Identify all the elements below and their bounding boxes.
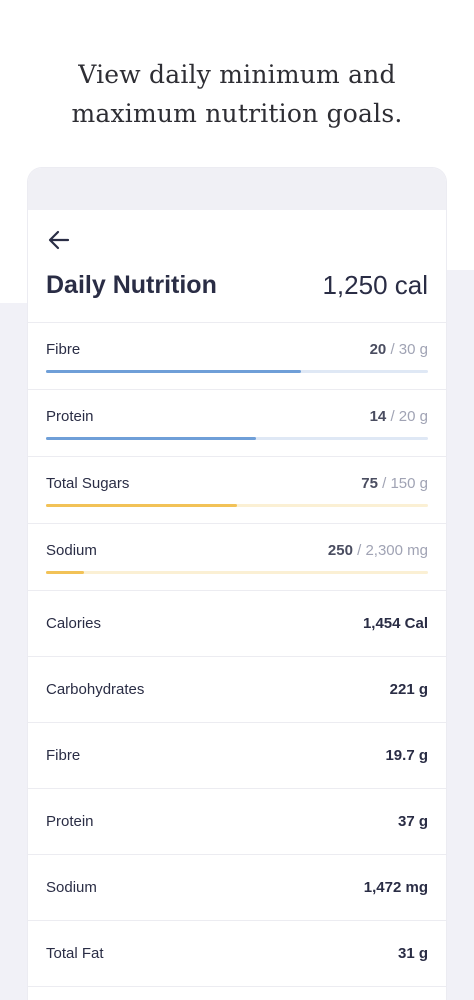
goal-separator: /	[357, 542, 362, 559]
stat-value: 31 g	[397, 945, 428, 962]
divider	[28, 590, 446, 591]
stat-row-calories[interactable]: Calories 1,454 Cal	[28, 591, 446, 656]
goal-label: Protein	[46, 408, 94, 425]
progress-track	[46, 571, 428, 574]
goal-value: 14 / 20 g	[370, 408, 428, 425]
goal-current: 20	[369, 341, 387, 358]
progress-track	[46, 437, 428, 440]
goal-row-sodium[interactable]: Sodium 250 / 2,300 mg	[28, 524, 446, 590]
stat-value: 37 g	[397, 813, 428, 830]
divider	[28, 854, 446, 855]
status-bar	[28, 168, 446, 210]
divider	[28, 986, 446, 987]
goal-label: Fibre	[46, 341, 81, 358]
goal-separator: /	[390, 408, 395, 425]
progress-track	[46, 504, 428, 507]
headline-line-2: maximum nutrition goals.	[71, 99, 403, 128]
stat-value: 19.7 g	[385, 747, 428, 764]
divider	[28, 656, 446, 657]
headline-line-1: View daily minimum and	[78, 60, 396, 89]
back-button[interactable]	[46, 228, 72, 252]
goal-row-protein[interactable]: Protein 14 / 20 g	[28, 390, 446, 456]
title-row: Daily Nutrition 1,250 cal	[46, 266, 428, 304]
stat-value: 1,454 Cal	[362, 615, 428, 632]
goal-current: 250	[327, 542, 353, 559]
stat-row-fibre[interactable]: Fibre 19.7 g	[28, 723, 446, 788]
divider	[28, 920, 446, 921]
promo-headline: View daily minimum and maximum nutrition…	[0, 55, 474, 133]
stat-row-sodium[interactable]: Sodium 1,472 mg	[28, 855, 446, 920]
goal-label: Sodium	[46, 542, 97, 559]
progress-fill	[46, 504, 237, 507]
goal-separator: /	[382, 475, 387, 492]
stat-label: Fibre	[46, 747, 81, 764]
progress-fill	[46, 437, 257, 440]
stat-label: Calories	[46, 615, 102, 632]
divider	[28, 322, 446, 323]
divider	[28, 722, 446, 723]
stat-row-carbohydrates[interactable]: Carbohydrates 221 g	[28, 657, 446, 722]
goal-max: 2,300 mg	[365, 542, 428, 559]
stat-row-total-fat[interactable]: Total Fat 31 g	[28, 921, 446, 986]
goal-current: 75	[361, 475, 378, 492]
page-title: Daily Nutrition	[46, 270, 217, 299]
stat-value: 221 g	[389, 681, 428, 698]
goal-current: 14	[369, 408, 387, 425]
goal-max: 20 g	[398, 408, 428, 425]
goal-row-fibre[interactable]: Fibre 20 / 30 g	[28, 323, 446, 389]
arrow-left-icon	[48, 230, 70, 250]
progress-fill	[46, 370, 301, 373]
stat-row-protein[interactable]: Protein 37 g	[28, 789, 446, 854]
stat-label: Protein	[46, 813, 94, 830]
goal-max: 30 g	[398, 341, 428, 358]
divider	[28, 456, 446, 457]
goal-value: 20 / 30 g	[370, 341, 428, 358]
stat-label: Sodium	[46, 879, 97, 896]
stat-label: Total Fat	[46, 945, 104, 962]
nutrition-list: Fibre 20 / 30 g Protein 14 / 20 g Total …	[28, 322, 446, 987]
divider	[28, 788, 446, 789]
goal-row-total-sugars[interactable]: Total Sugars 75 / 150 g	[28, 457, 446, 523]
divider	[28, 389, 446, 390]
goal-value: 75 / 150 g	[361, 475, 428, 492]
phone-screen: Daily Nutrition 1,250 cal Fibre 20 / 30 …	[28, 168, 446, 1000]
stat-value: 1,472 mg	[363, 879, 428, 896]
stat-label: Carbohydrates	[46, 681, 145, 698]
goal-separator: /	[390, 341, 395, 358]
progress-track	[46, 370, 428, 373]
progress-fill	[46, 571, 85, 574]
calorie-total: 1,250 cal	[322, 269, 428, 300]
goal-label: Total Sugars	[46, 475, 130, 492]
divider	[28, 523, 446, 524]
goal-value: 250 / 2,300 mg	[328, 542, 428, 559]
goal-max: 150 g	[390, 475, 428, 492]
